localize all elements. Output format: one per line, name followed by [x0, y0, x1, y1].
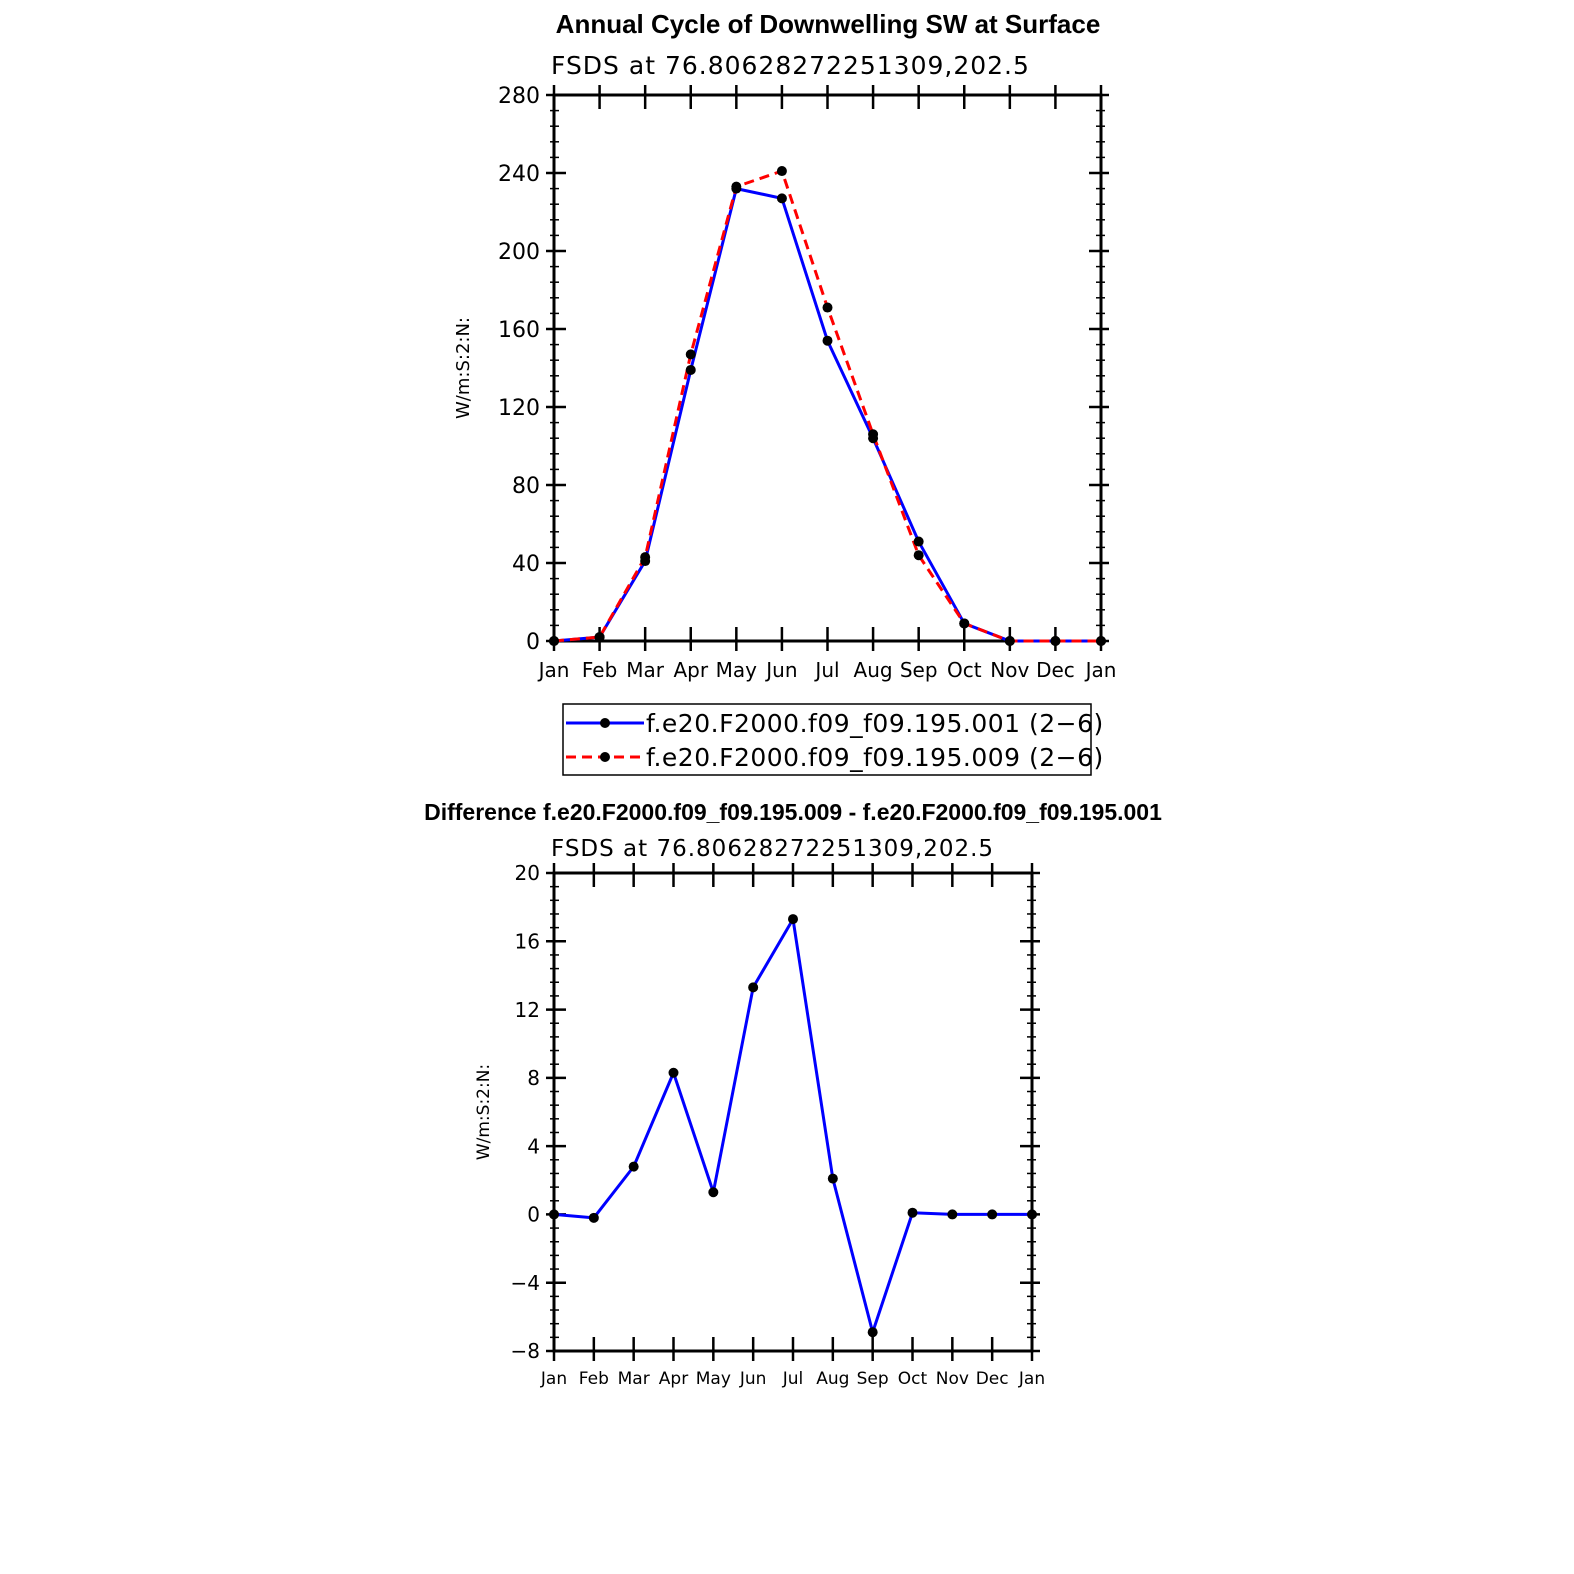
data-point-series-2 [685, 349, 696, 360]
x-tick-label: Nov [990, 658, 1029, 682]
difference-chart: Difference f.e20.F2000.f09_f09.195.009 -… [424, 799, 1162, 1389]
x-tick-label: May [696, 1369, 731, 1389]
axis-ticks [546, 85, 1109, 651]
data-point-series-1 [668, 1067, 679, 1078]
data-point-series-2 [549, 636, 559, 646]
data-point-series-1 [628, 1161, 639, 1172]
y-tick-label: 200 [498, 240, 540, 265]
series-group [549, 166, 1106, 646]
x-tick-label: Jan [1018, 1369, 1045, 1389]
chart-title: Difference f.e20.F2000.f09_f09.195.009 -… [424, 799, 1162, 825]
y-tick-label: 16 [515, 929, 540, 953]
legend-label-series-2: f.e20.F2000.f09_f09.195.009 (2−6) [646, 743, 1104, 772]
x-tick-label: Dec [976, 1369, 1009, 1389]
legend-box [562, 703, 1092, 776]
x-tick-label: Feb [582, 658, 617, 682]
chart-subtitle: FSDS at 76.80628272251309,202.5 [551, 836, 994, 862]
data-point-series-1 [827, 1173, 838, 1184]
y-tick-label: 8 [527, 1066, 540, 1090]
y-tick-label: 240 [498, 162, 540, 187]
x-tick-label: Nov [936, 1369, 969, 1389]
y-tick-labels: −8 −4 0 4 8 12 16 20 [511, 861, 540, 1363]
y-tick-label: 12 [515, 998, 540, 1022]
data-point-series-1 [913, 536, 924, 547]
data-point-series-2 [640, 552, 651, 563]
x-tick-label: Oct [947, 658, 982, 682]
x-tick-label: Mar [618, 1369, 650, 1389]
data-point-series-1 [549, 1209, 559, 1220]
plot-frame [552, 93, 1103, 643]
x-tick-label: Sep [900, 658, 938, 682]
data-point-series-1 [776, 193, 787, 204]
plot-frame [552, 871, 1034, 1353]
data-point-series-2 [959, 618, 970, 629]
data-point-series-1 [987, 1209, 998, 1220]
data-point-series-1 [907, 1207, 918, 1218]
x-tick-label: Dec [1036, 658, 1075, 682]
legend-marker-series-2 [600, 752, 610, 762]
x-tick-label: Jul [813, 658, 839, 682]
data-point-series-1 [788, 914, 798, 925]
y-tick-label: 280 [498, 84, 540, 109]
data-point-series-1 [947, 1209, 958, 1220]
x-tick-label: Jun [739, 1369, 767, 1389]
x-tick-label: Aug [816, 1369, 849, 1389]
x-tick-label: Jul [782, 1369, 804, 1389]
y-tick-label: 4 [527, 1134, 540, 1158]
data-point-series-1 [867, 1327, 878, 1338]
y-tick-label: 80 [512, 474, 540, 499]
y-tick-label: −8 [511, 1339, 540, 1363]
data-point-series-2 [731, 181, 742, 192]
legend-label-series-1: f.e20.F2000.f09_f09.195.001 (2−6) [646, 709, 1104, 738]
data-point-series-1 [685, 364, 696, 375]
annual-cycle-chart: Annual Cycle of Downwelling SW at Surfac… [453, 9, 1117, 776]
y-tick-labels: 0 40 80 120 160 200 240 280 [498, 84, 540, 655]
x-tick-label: Sep [857, 1369, 889, 1389]
data-point-series-2 [822, 302, 833, 313]
data-point-series-1 [748, 982, 759, 993]
series-line-1 [553, 917, 1032, 1334]
chart-subtitle: FSDS at 76.80628272251309,202.5 [551, 51, 1030, 80]
legend-marker-series-1 [600, 718, 610, 728]
legend: f.e20.F2000.f09_f09.195.001 (2−6) f.e20.… [562, 703, 1104, 776]
data-point-series-1 [1027, 1209, 1037, 1220]
data-point-series-2 [1004, 636, 1015, 646]
data-point-series-2 [776, 166, 787, 177]
x-tick-label: Aug [854, 658, 893, 682]
y-tick-label: 0 [526, 630, 540, 655]
y-axis-label: W/m:S:2:N: [453, 317, 474, 419]
x-tick-label: Jun [764, 658, 797, 682]
x-tick-labels: Jan Feb Mar Apr May Jun Jul Aug Sep Oct Nov Dec Jan [540, 1369, 1045, 1389]
data-point-series-2 [1096, 636, 1106, 646]
y-tick-label: 0 [527, 1203, 540, 1227]
x-tick-label: Mar [626, 658, 665, 682]
series-line-2 [553, 169, 1101, 643]
series-group [549, 914, 1037, 1338]
x-tick-label: Jan [540, 1369, 567, 1389]
data-point-series-2 [1050, 636, 1061, 646]
x-tick-label: Apr [659, 1369, 688, 1389]
data-point-series-2 [594, 632, 605, 643]
data-point-series-1 [708, 1187, 719, 1198]
x-tick-label: Apr [673, 658, 708, 682]
chart-title: Annual Cycle of Downwelling SW at Surfac… [556, 9, 1101, 39]
y-tick-label: 40 [512, 552, 540, 577]
y-tick-label: 160 [498, 318, 540, 343]
data-point-series-2 [913, 550, 924, 561]
x-tick-label: Jan [537, 658, 570, 682]
y-axis-label: W/m:S:2:N: [474, 1064, 494, 1160]
x-tick-label: May [716, 658, 758, 682]
x-tick-labels: Jan Feb Mar Apr May Jun Jul Aug Sep Oct Nov Dec Jan [537, 658, 1117, 682]
axis-ticks [546, 863, 1040, 1361]
data-point-series-1 [588, 1212, 599, 1223]
y-tick-label: 120 [498, 396, 540, 421]
data-point-series-2 [868, 429, 879, 440]
x-tick-label: Oct [898, 1369, 928, 1389]
data-point-series-1 [822, 335, 833, 346]
y-tick-label: −4 [511, 1271, 540, 1295]
y-tick-label: 20 [515, 861, 540, 885]
x-tick-label: Feb [579, 1369, 609, 1389]
x-tick-label: Jan [1084, 658, 1117, 682]
